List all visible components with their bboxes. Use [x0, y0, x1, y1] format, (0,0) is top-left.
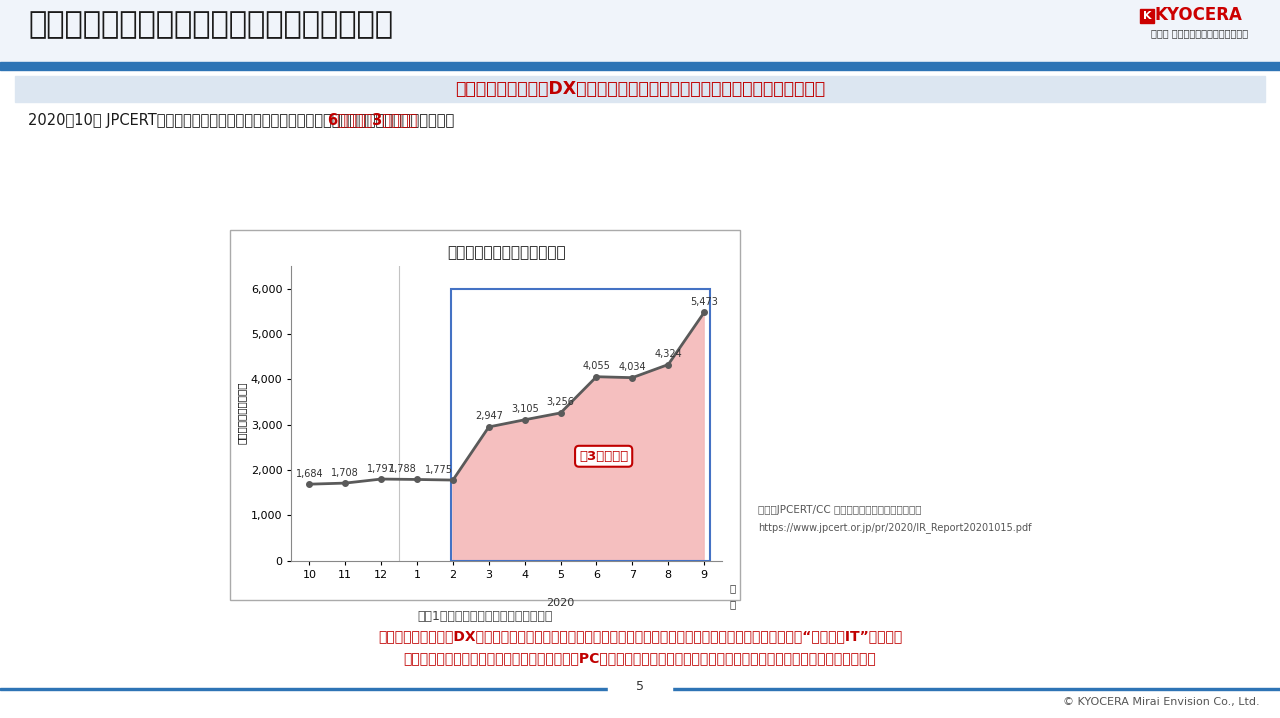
- Y-axis label: インシデント報告件数: インシデント報告件数: [237, 382, 247, 444]
- Title: インシデント報告件数の推移: インシデント報告件数の推移: [448, 246, 566, 261]
- Text: 5,473: 5,473: [690, 297, 718, 307]
- Text: ＼図1：インシデント報告件数の推移］: ＼図1：インシデント報告件数の推移］: [417, 610, 553, 623]
- Text: 1,788: 1,788: [389, 464, 417, 474]
- Polygon shape: [453, 312, 704, 561]
- Text: テレワークの普及、DXの急速な拡大に伴い、許可していないアプリケーションやクラウドサービスを利用する“シャドーIT”が増加。: テレワークの普及、DXの急速な拡大に伴い、許可していないアプリケーションやクラウ…: [378, 629, 902, 643]
- Bar: [230, 230, 740, 600]
- Text: 3,256: 3,256: [547, 398, 575, 408]
- Bar: [1140, 9, 1155, 23]
- Text: © KYOCERA Mirai Envision Co., Ltd.: © KYOCERA Mirai Envision Co., Ltd.: [1064, 697, 1260, 707]
- Bar: [0, 688, 1280, 690]
- Text: 5: 5: [636, 681, 644, 694]
- Bar: [0, 0, 1280, 62]
- Bar: [451, 289, 709, 561]
- Text: K: K: [1143, 11, 1151, 21]
- Text: 2,947: 2,947: [475, 411, 503, 421]
- Text: テレワークの普及、DX化の推進に伴いセキュリティリスクは急速に増加傾向: テレワークの普及、DX化の推進に伴いセキュリティリスクは急速に増加傾向: [454, 80, 826, 98]
- Bar: [15, 76, 1265, 102]
- Text: https://www.jpcert.or.jp/pr/2020/IR_Report20201015.pdf: https://www.jpcert.or.jp/pr/2020/IR_Repo…: [758, 523, 1032, 533]
- Text: 2020年10月 JPCERT発表レポートによれば、テレワークの拡大に伴い、インシデント報告件数は: 2020年10月 JPCERT発表レポートによれば、テレワークの拡大に伴い、イン…: [28, 113, 454, 128]
- Text: 約3倍に増加: 約3倍に増加: [579, 449, 628, 463]
- Text: KYOCERA: KYOCERA: [1155, 6, 1243, 24]
- Text: 4,324: 4,324: [654, 349, 682, 359]
- Text: ゼロトラストセキュリティが必要となる背景: ゼロトラストセキュリティが必要となる背景: [28, 11, 393, 39]
- Text: 2020: 2020: [547, 597, 575, 607]
- Bar: [0, 62, 1280, 70]
- Text: 年: 年: [730, 599, 736, 609]
- Text: 出展：JPCERT/CC インシデント報告対応レポート: 出展：JPCERT/CC インシデント報告対応レポート: [758, 505, 922, 515]
- Text: 月: 月: [730, 583, 736, 593]
- Text: 4,034: 4,034: [618, 363, 646, 372]
- Text: 1,797: 1,797: [367, 464, 396, 474]
- Text: 京セラ みらいエンビジョン株式会社: 京セラ みらいエンビジョン株式会社: [1152, 28, 1248, 38]
- Text: セキュリティ対策が十分に施されていない私有PCを使って仕事をすることで、マルウェア感染や情報漏洩のリスクが拡大。: セキュリティ対策が十分に施されていない私有PCを使って仕事をすることで、マルウェ…: [403, 651, 877, 665]
- Text: 1,684: 1,684: [296, 469, 323, 479]
- Text: 1,708: 1,708: [332, 467, 360, 477]
- Text: 6か月で約3倍に増加: 6か月で約3倍に増加: [326, 113, 417, 128]
- Bar: [608, 678, 672, 696]
- Text: 3,105: 3,105: [511, 404, 539, 414]
- Text: 4,055: 4,055: [582, 361, 611, 371]
- Text: 1,775: 1,775: [425, 465, 453, 475]
